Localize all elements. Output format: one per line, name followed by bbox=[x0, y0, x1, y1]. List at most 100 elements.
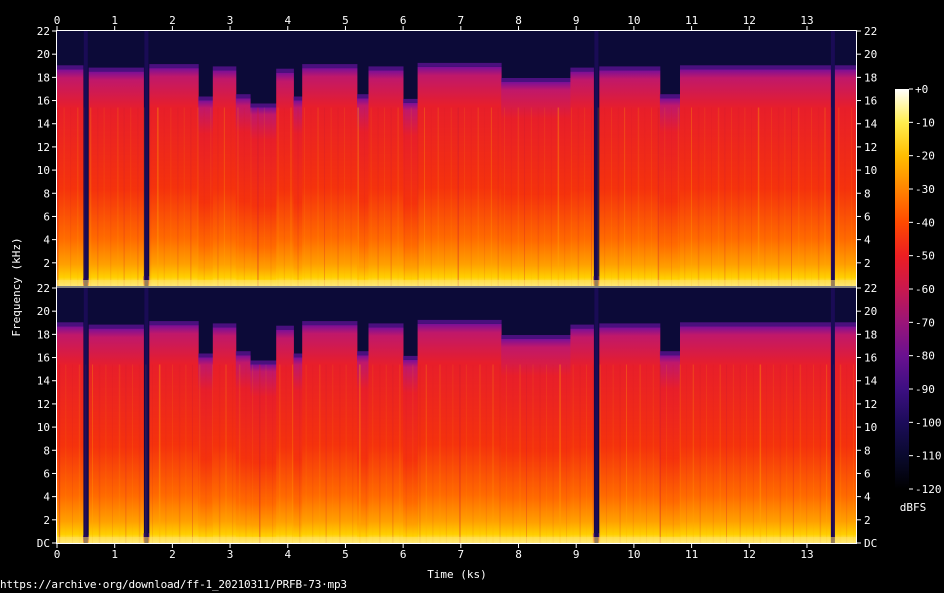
spectrum-segment bbox=[276, 329, 294, 543]
spectrum-texture bbox=[632, 364, 634, 543]
spectrum-texture bbox=[592, 364, 594, 543]
x-tick-label: 5 bbox=[342, 548, 349, 561]
cutoff-fringe bbox=[88, 67, 144, 72]
spectrum-texture bbox=[791, 107, 792, 286]
spectrum-texture bbox=[677, 107, 680, 286]
spectrum-texture bbox=[197, 107, 199, 286]
spectrum-segment bbox=[368, 327, 404, 543]
cutoff-fringe bbox=[276, 68, 294, 73]
spectrum-texture bbox=[510, 107, 512, 286]
spectrum-texture bbox=[72, 364, 73, 543]
spectrum-texture bbox=[110, 107, 112, 286]
spectrum-texture bbox=[464, 107, 465, 286]
spectrum-texture bbox=[192, 364, 193, 543]
spectrum-texture bbox=[103, 107, 105, 286]
spectrum-texture bbox=[672, 364, 674, 543]
spectrum-texture bbox=[797, 107, 800, 286]
cutoff-fringe bbox=[149, 64, 199, 69]
y-tick-label: 14 bbox=[37, 118, 51, 131]
silence-gap bbox=[144, 31, 149, 286]
spectrum-texture bbox=[337, 107, 339, 286]
spectrum-texture bbox=[252, 364, 254, 543]
spectrum-texture bbox=[844, 107, 846, 286]
spectrum-texture bbox=[310, 107, 312, 286]
spectrum-segment bbox=[680, 326, 856, 543]
x-tick-label: 8 bbox=[515, 548, 522, 561]
spectrum-segment bbox=[198, 357, 214, 543]
y-tick-label: 6 bbox=[43, 467, 50, 480]
spectrum-segment bbox=[368, 70, 404, 286]
x-tick-label: 9 bbox=[573, 548, 580, 561]
spectrum-texture bbox=[557, 107, 560, 286]
spectrum-texture bbox=[138, 364, 141, 543]
spectrum-texture bbox=[612, 364, 614, 543]
y-tick-label: 6 bbox=[43, 210, 50, 223]
spectrum-segment bbox=[212, 70, 237, 286]
spectrum-texture bbox=[457, 107, 459, 286]
spectrum-texture bbox=[283, 107, 285, 286]
spectrum-texture bbox=[724, 107, 726, 286]
spectrum-texture bbox=[185, 364, 187, 543]
colorbar: +0 -10 -20 -30 -40 -50 -60 -70 -80 -90 -100 -110 -12… bbox=[895, 83, 942, 514]
x-axis-label: Time (ks) bbox=[427, 568, 487, 581]
spectrum-texture bbox=[263, 107, 265, 286]
spectrum-texture bbox=[410, 107, 412, 286]
spectrum-texture bbox=[230, 107, 232, 286]
spectrum-texture bbox=[112, 364, 113, 543]
spectrum-texture bbox=[524, 107, 525, 286]
channel-2-plot bbox=[57, 288, 856, 543]
cutoff-fringe bbox=[680, 322, 856, 327]
spectrum-texture bbox=[250, 107, 252, 286]
y-tick-label: 22 bbox=[37, 282, 50, 295]
spectrum-texture bbox=[719, 364, 721, 543]
y-tick-label: 10 bbox=[864, 164, 877, 177]
spectrum-segment bbox=[403, 102, 418, 286]
spectrum-texture bbox=[786, 364, 788, 543]
spectrum-segment bbox=[88, 71, 144, 286]
x-tick-label: 11 bbox=[685, 548, 698, 561]
spectrum-texture bbox=[839, 364, 842, 543]
spectrum-texture bbox=[772, 364, 774, 543]
x-tick-label: 6 bbox=[400, 14, 407, 27]
spectrum-texture bbox=[65, 364, 67, 543]
cutoff-fringe bbox=[57, 65, 84, 70]
y-tick-label: 10 bbox=[864, 421, 877, 434]
colorbar-scale bbox=[895, 89, 909, 489]
spectrum-segment bbox=[659, 98, 681, 286]
spectrum-texture bbox=[223, 107, 225, 286]
spectrum-texture bbox=[424, 107, 425, 286]
spectrum-texture bbox=[319, 364, 321, 543]
spectrum-texture bbox=[771, 107, 772, 286]
spectrum-texture bbox=[546, 364, 547, 543]
spectrum-texture bbox=[764, 107, 766, 286]
y-tick-label: 12 bbox=[864, 398, 877, 411]
spectrum-texture bbox=[664, 107, 666, 286]
spectrum-texture bbox=[238, 364, 241, 543]
spectrum-texture bbox=[679, 364, 681, 543]
spectrum-texture bbox=[437, 107, 439, 286]
spectrum-texture bbox=[637, 107, 640, 286]
spectrum-texture bbox=[98, 364, 101, 543]
cutoff-fringe bbox=[357, 94, 369, 99]
x-tick-label: 3 bbox=[227, 14, 234, 27]
spectrum-texture bbox=[584, 107, 586, 286]
spectrum-texture bbox=[611, 107, 612, 286]
spectrum-texture bbox=[817, 107, 820, 286]
spectrum-segment bbox=[599, 327, 661, 543]
spectrum-texture bbox=[479, 364, 481, 543]
x-tick-label: 8 bbox=[515, 14, 522, 27]
spectrum-texture bbox=[152, 364, 153, 543]
colorbar-tick-label: -80 bbox=[915, 350, 935, 363]
spectrum-texture bbox=[265, 364, 267, 543]
spectrum-texture bbox=[357, 107, 359, 286]
colorbar-tick-label: -100 bbox=[915, 416, 942, 429]
spectrum-texture bbox=[619, 364, 621, 543]
spectrum-texture bbox=[837, 107, 840, 286]
spectrum-texture bbox=[304, 107, 305, 286]
spectrum-segment bbox=[302, 68, 358, 286]
y-tick-label: 20 bbox=[864, 305, 877, 318]
x-tick-label: 0 bbox=[54, 14, 61, 27]
spectrum-texture bbox=[752, 364, 754, 543]
y-tick-label: 16 bbox=[37, 95, 50, 108]
